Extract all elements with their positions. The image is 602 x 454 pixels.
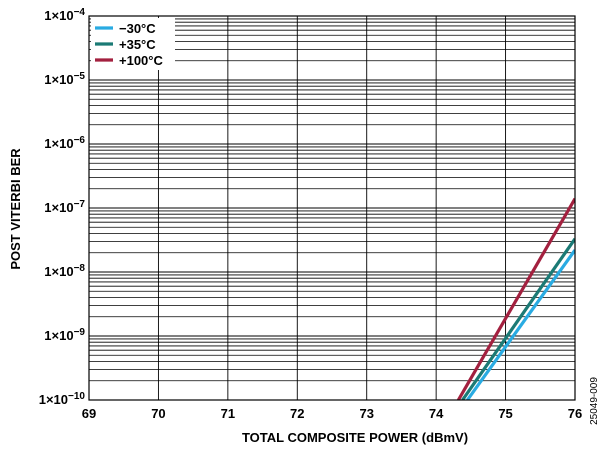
legend-label: +100°C <box>119 53 163 68</box>
x-tick-label: 69 <box>82 406 96 421</box>
x-tick-label: 73 <box>359 406 373 421</box>
x-axis-title: TOTAL COMPOSITE POWER (dBmV) <box>242 430 468 445</box>
legend-label: +35°C <box>119 37 156 52</box>
x-tick-label: 74 <box>429 406 444 421</box>
legend: −30°C+35°C+100°C <box>91 18 175 70</box>
y-tick-label: 1×10−8 <box>44 263 85 279</box>
y-tick-label: 1×10−6 <box>44 135 85 151</box>
x-tick-labels: 69 70 71 72 73 74 75 76 <box>82 406 582 421</box>
series-line <box>461 237 575 400</box>
legend-label: −30°C <box>119 21 156 36</box>
y-tick-label: 1×10−9 <box>44 327 85 343</box>
plot-frame <box>88 15 576 401</box>
x-tick-label: 71 <box>221 406 235 421</box>
series-line <box>456 197 575 400</box>
series-layer <box>456 197 575 400</box>
y-tick-labels: 1×10−4 1×10−5 1×10−6 1×10−7 1×10−8 1×10−9 1×10… <box>39 7 86 407</box>
x-tick-label: 70 <box>151 406 165 421</box>
y-axis-title: POST VITERBI BER <box>8 148 23 270</box>
y-tick-label: 1×10−7 <box>44 199 85 215</box>
y-tick-label: 1×10−4 <box>44 7 85 23</box>
y-tick-label: 1×10−5 <box>44 71 85 87</box>
series-line <box>466 249 575 400</box>
x-tick-label: 72 <box>290 406 304 421</box>
figure-id: 25049-009 <box>589 377 600 425</box>
x-tick-label: 76 <box>568 406 582 421</box>
x-tick-label: 75 <box>498 406 512 421</box>
y-tick-label: 1×10−10 <box>39 391 86 407</box>
